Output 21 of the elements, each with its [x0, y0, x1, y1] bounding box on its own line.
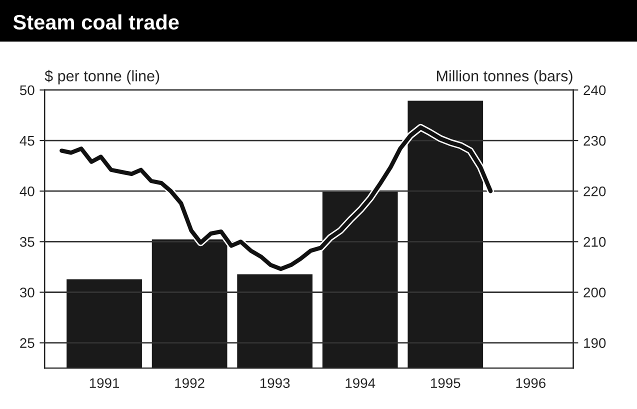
y2-tick-label: 200: [584, 288, 606, 298]
y2-tick-label: 240: [584, 85, 606, 96]
x-tick-label: 1996: [516, 378, 546, 388]
y2-tick-label: 210: [584, 237, 606, 247]
x-tick-label: 1991: [90, 378, 120, 388]
y-tick-label: 40: [20, 186, 34, 196]
y2-tick-label: 190: [584, 338, 606, 348]
x-tick-label: 1994: [346, 378, 376, 388]
x-tick-label: 1993: [260, 378, 290, 388]
y-tick-label: 45: [20, 136, 34, 146]
x-tick-label: 1995: [431, 378, 460, 388]
chart-title: Steam coal trade: [13, 14, 179, 30]
y2-axis-title: Million tonnes (bars): [437, 70, 572, 84]
y-axis-title: $ per tonne (line): [44, 70, 160, 84]
y2-tick-label: 230: [584, 136, 606, 146]
x-tick-label: 1992: [175, 378, 204, 388]
y-tick-label: 50: [20, 85, 34, 96]
y-tick-label: 35: [20, 237, 34, 247]
y2-tick-label: 220: [584, 186, 606, 196]
y-tick-label: 25: [20, 338, 34, 348]
y-tick-label: 30: [20, 288, 34, 298]
